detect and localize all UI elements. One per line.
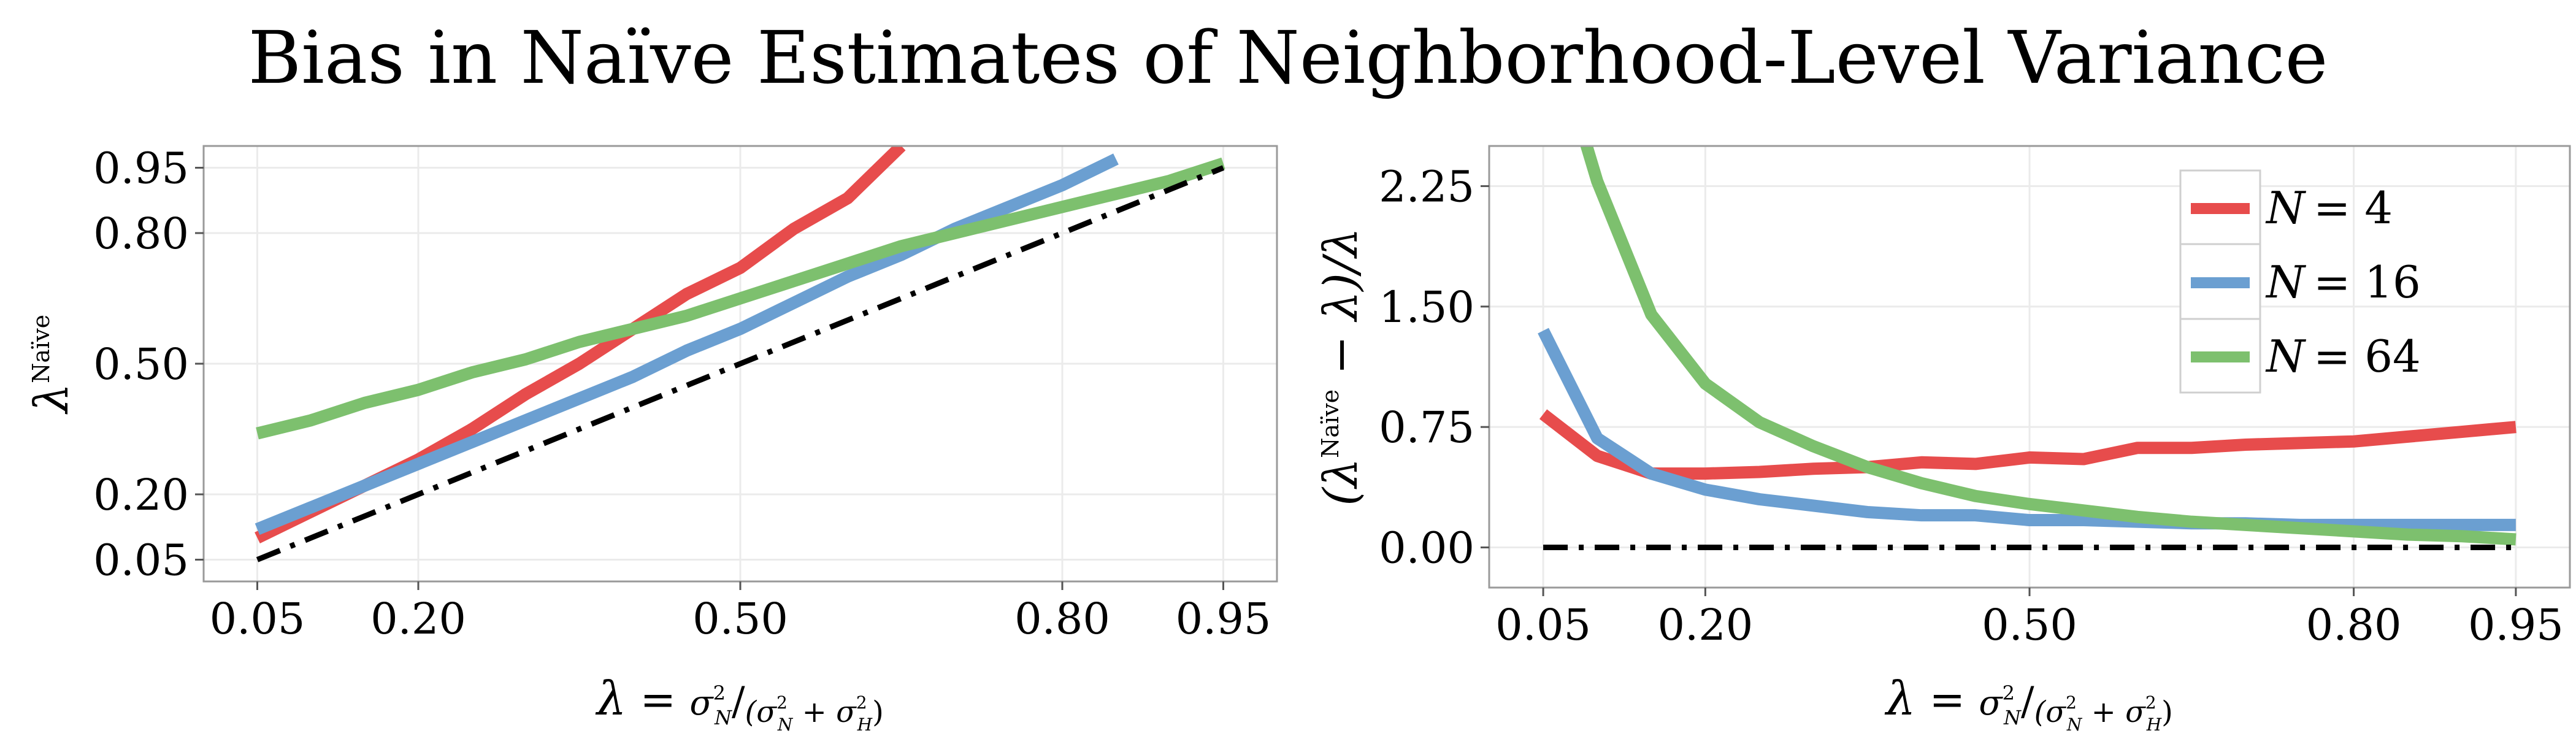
- figure-title: Bias in Naïve Estimates of Neighborhood-…: [248, 15, 2328, 100]
- legend-label-n16: N = 16: [2265, 256, 2421, 308]
- y-tick-label: 2.25: [1379, 161, 1474, 212]
- y-tick-label: 0.95: [93, 144, 189, 194]
- y-tick-label: 0.05: [93, 535, 189, 586]
- right-x-axis-label: λ = σ2 N/(σ2 N + σ2 H): [1884, 671, 2173, 735]
- left-series-group: [255, 146, 1225, 562]
- y-tick-label: 0.75: [1379, 402, 1474, 453]
- left-panel: 0.05 0.20 0.50 0.80 0.95 0.05 0.20 0.50 0.80 0.9…: [24, 144, 1278, 735]
- x-tick-label: 0.50: [1982, 600, 2077, 650]
- legend: N = 4 N = 16 N = 64: [2179, 169, 2421, 394]
- right-panel: 0.05 0.20 0.50 0.80 0.95 0.00 0.75 1.50 2.25 λ …: [1313, 145, 2571, 735]
- x-tick-label: 0.95: [1176, 594, 1271, 644]
- x-tick-label: 0.50: [692, 594, 788, 644]
- x-tick-label: 0.05: [210, 594, 305, 644]
- left-y-ticks: 0.05 0.20 0.50 0.80 0.95: [93, 144, 204, 586]
- left-x-ticks: 0.05 0.20 0.50 0.80 0.95: [210, 581, 1271, 644]
- x-tick-label: 0.80: [2306, 600, 2402, 650]
- right-x-ticks: 0.05 0.20 0.50 0.80 0.95: [1495, 588, 2564, 650]
- series-line-n-16: [255, 153, 1119, 535]
- y-tick-label: 1.50: [1379, 282, 1474, 332]
- x-tick-label: 0.80: [1014, 594, 1110, 644]
- x-tick-label: 0.05: [1495, 600, 1591, 650]
- x-tick-label: 0.95: [2468, 600, 2564, 650]
- y-tick-label: 0.00: [1379, 523, 1474, 573]
- reference-line: [256, 165, 1225, 562]
- legend-label-n4: N = 4: [2265, 182, 2393, 234]
- y-tick-label: 0.20: [93, 470, 189, 520]
- series-line-n-64: [1580, 146, 2517, 546]
- left-y-axis-label: λNaïve: [24, 315, 79, 415]
- y-tick-label: 0.50: [93, 339, 189, 389]
- legend-label-n64: N = 64: [2265, 331, 2421, 382]
- x-tick-label: 0.20: [1657, 600, 1753, 650]
- series-line-n-16: [1538, 328, 2516, 531]
- right-y-ticks: 0.00 0.75 1.50 2.25: [1379, 161, 1489, 573]
- right-series-group: [1538, 146, 2517, 551]
- x-tick-label: 0.20: [370, 594, 466, 644]
- right-y-axis-label: (λNaïve − λ)/λ: [1313, 228, 1368, 505]
- series-line-n-64: [256, 157, 1225, 440]
- y-tick-label: 0.80: [93, 209, 189, 259]
- left-x-axis-label: λ = σ2 N/(σ2 N + σ2 H): [595, 671, 884, 735]
- series-line-n-4: [1539, 409, 2517, 480]
